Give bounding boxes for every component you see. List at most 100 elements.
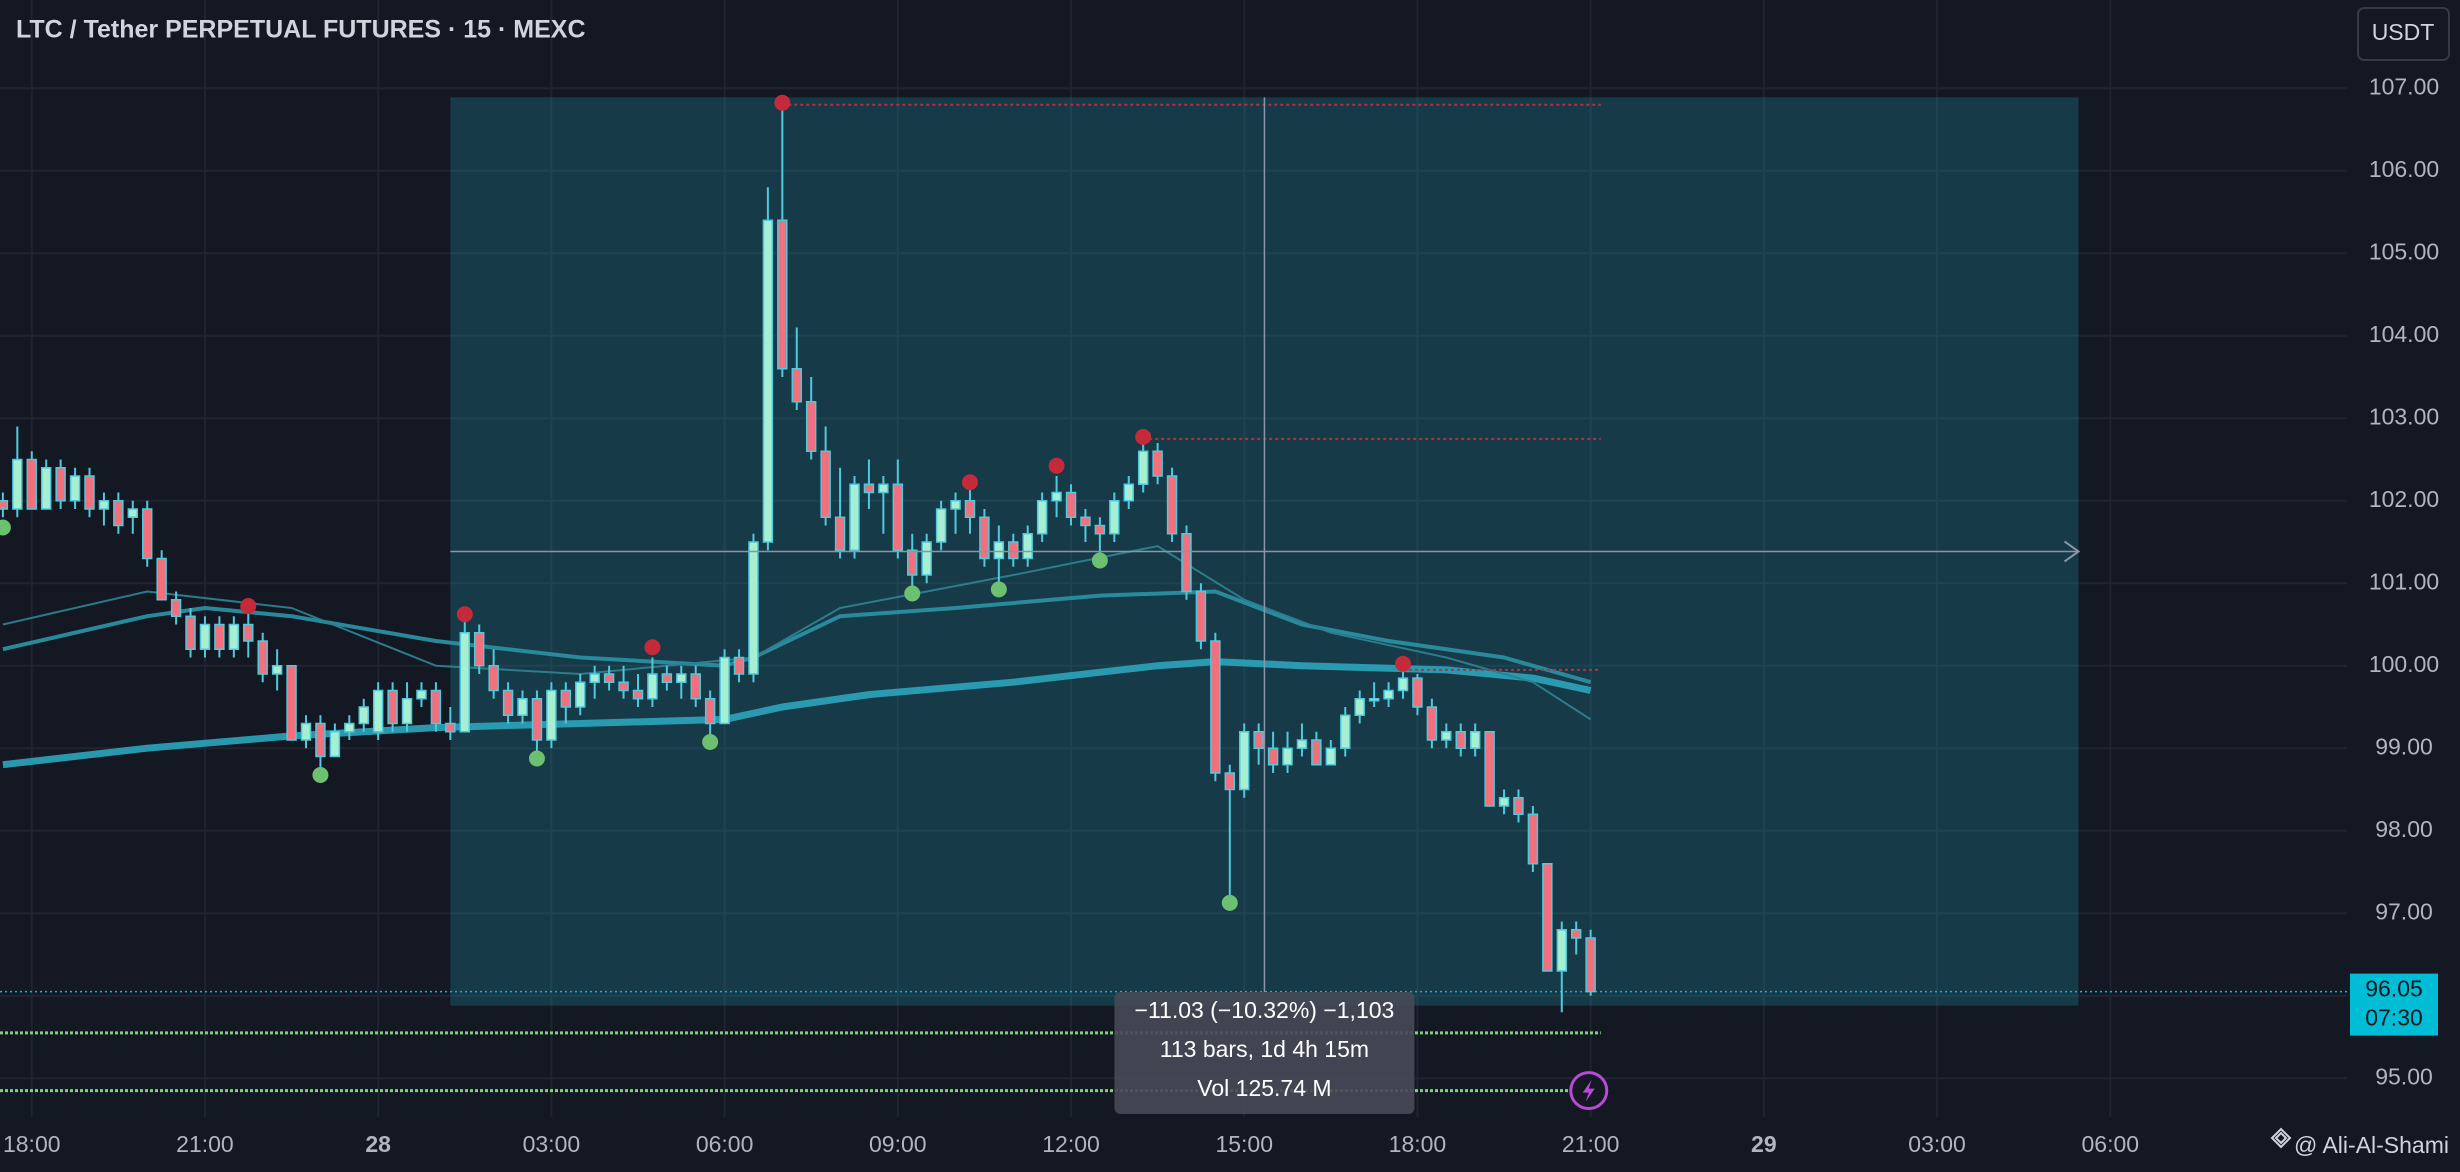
candle-body: [1455, 730, 1466, 749]
candle-body: [1296, 739, 1308, 749]
measure-change: −11.03 (−10.32%) −1,103: [1135, 997, 1395, 1023]
candle-body: [127, 508, 139, 519]
measure-volume: Vol 125.74 M: [1197, 1075, 1331, 1101]
candle-body: [1484, 730, 1495, 807]
candle-body: [502, 689, 514, 716]
candle-body: [1542, 862, 1553, 972]
candle-body: [935, 508, 947, 543]
candle-body: [1383, 689, 1394, 700]
candle-body: [1094, 524, 1106, 535]
x-tick-label: 28: [365, 1131, 391, 1157]
x-tick-label: 15:00: [1215, 1131, 1273, 1157]
candle-body: [517, 697, 528, 716]
candle-body: [1368, 697, 1380, 702]
candle-body: [329, 730, 341, 758]
watermark: @ Ali-Al-Shami: [2270, 1127, 2449, 1158]
candle-body: [1137, 450, 1149, 486]
candle-body: [1513, 796, 1524, 815]
candle-body: [26, 458, 37, 510]
candle-body: [1340, 714, 1351, 749]
candle-body: [1585, 937, 1596, 993]
countdown-label: 07:30: [2365, 1005, 2423, 1031]
candle-body: [993, 541, 1005, 560]
candle-body: [719, 656, 730, 725]
candle-body: [1210, 640, 1221, 774]
candle-body: [387, 689, 398, 725]
last-price-tag: [2350, 973, 2438, 1036]
candle-body: [445, 722, 456, 733]
candle-body: [170, 598, 182, 617]
x-tick-label: 09:00: [869, 1131, 927, 1157]
candle-body: [979, 516, 990, 560]
candle-body: [1469, 730, 1481, 749]
candle-body: [1109, 500, 1120, 535]
candle-body: [1022, 533, 1033, 560]
currency-label[interactable]: USDT: [2372, 19, 2435, 45]
y-tick-label: 107.00: [2369, 73, 2439, 99]
candle-body: [1325, 747, 1337, 766]
candle-body: [1239, 730, 1250, 791]
candle-body: [142, 508, 153, 560]
candle-body: [430, 689, 442, 725]
x-tick-label: 21:00: [176, 1131, 234, 1157]
candle-body: [113, 500, 124, 527]
candle-body: [733, 656, 745, 675]
candle-body: [228, 623, 240, 650]
pivot-high: [1395, 655, 1412, 672]
candle-body: [676, 673, 687, 683]
pivot-low: [702, 733, 719, 750]
candle-body: [748, 541, 759, 675]
y-tick-label: 104.00: [2369, 321, 2439, 347]
x-tick-label: 03:00: [1908, 1131, 1966, 1157]
candle-body: [546, 689, 557, 741]
candle-body: [791, 368, 802, 403]
candle-body: [1080, 516, 1091, 527]
candle-body: [907, 549, 918, 576]
overlay: −11.03 (−10.32%) −1,103 113 bars, 1d 4h 1…: [450, 97, 2081, 1114]
candle-body: [531, 697, 543, 741]
candle-body: [892, 483, 904, 552]
x-tick-label: 18:00: [1389, 1131, 1447, 1157]
candle-body: [473, 631, 485, 667]
watermark-text: @ Ali-Al-Shami: [2294, 1132, 2449, 1158]
candle-body: [488, 664, 499, 692]
candle-body: [315, 722, 326, 758]
x-tick-label: 03:00: [523, 1131, 581, 1157]
pivot-high: [1048, 457, 1065, 474]
y-tick-label: 102.00: [2369, 486, 2439, 512]
y-tick-label: 97.00: [2375, 898, 2433, 924]
candle-body: [603, 673, 615, 683]
pivot-high: [961, 474, 978, 491]
candle-body: [1267, 747, 1279, 766]
pivot-high: [1135, 428, 1152, 445]
candle-body: [1441, 730, 1452, 741]
currency-button[interactable]: [2357, 7, 2450, 61]
candle-body: [575, 681, 586, 708]
y-tick-label: 103.00: [2369, 403, 2439, 429]
x-tick-label: 06:00: [696, 1131, 754, 1157]
candle-body: [1426, 706, 1438, 741]
x-tick-label: 21:00: [1562, 1131, 1620, 1157]
candle-body: [618, 681, 629, 692]
candle-body: [878, 483, 889, 494]
last-price-label: 96.05: [2365, 976, 2423, 1002]
candle-body: [243, 623, 254, 642]
candle-body: [1008, 541, 1019, 560]
pivot-low: [312, 766, 329, 783]
candle-body: [344, 722, 355, 733]
candle-body: [300, 722, 312, 741]
pivots: [0, 94, 1412, 911]
x-tick-label: 12:00: [1042, 1131, 1100, 1157]
candle-body: [589, 673, 600, 683]
axes: 95.0096.0097.0098.0099.00100.00101.00102…: [3, 73, 2439, 1157]
pivot-high: [456, 606, 473, 623]
measure-bars: 113 bars, 1d 4h 15m: [1160, 1036, 1369, 1062]
y-tick-label: 106.00: [2369, 156, 2439, 182]
candle-body: [0, 500, 9, 510]
candle-body: [1181, 533, 1192, 593]
candle-body: [69, 475, 81, 502]
y-tick-label: 99.00: [2375, 733, 2433, 759]
candle-body: [1311, 739, 1322, 766]
candle-body: [690, 673, 701, 700]
